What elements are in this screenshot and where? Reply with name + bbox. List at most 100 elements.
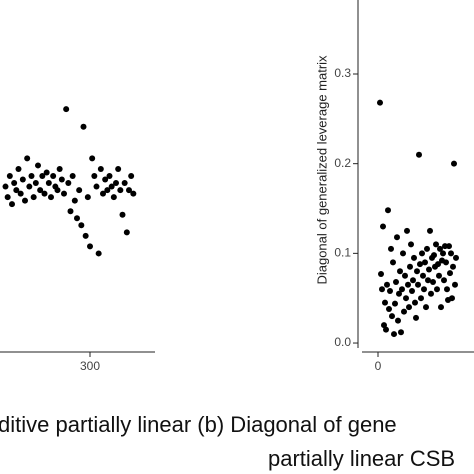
point <box>380 223 386 230</box>
point <box>115 165 122 172</box>
point <box>416 151 422 158</box>
point <box>119 211 126 218</box>
point <box>54 187 61 194</box>
point <box>446 243 452 250</box>
point <box>444 286 450 293</box>
point <box>398 329 404 336</box>
point <box>87 243 93 250</box>
point <box>30 194 37 201</box>
point <box>121 180 128 187</box>
point <box>405 281 411 288</box>
point <box>409 288 415 295</box>
point <box>393 279 399 286</box>
point <box>102 176 109 183</box>
point <box>26 183 33 190</box>
point <box>113 180 119 187</box>
point <box>389 313 395 320</box>
point <box>407 263 413 270</box>
point <box>377 99 383 106</box>
point <box>56 165 63 172</box>
point <box>391 331 397 338</box>
point <box>410 277 416 284</box>
point <box>422 259 428 266</box>
y-tick-label: 0.2 <box>334 156 351 170</box>
point <box>84 194 91 201</box>
point <box>401 308 407 315</box>
point <box>388 245 394 252</box>
point <box>2 183 9 190</box>
point <box>41 190 48 197</box>
point <box>450 263 456 270</box>
point <box>390 259 396 266</box>
point <box>128 173 135 179</box>
point <box>448 250 454 257</box>
x-tick-label: 0 <box>375 359 382 373</box>
point <box>395 317 401 324</box>
point <box>399 286 405 293</box>
y-tick-label: 0.1 <box>334 246 351 260</box>
point <box>424 245 430 252</box>
point <box>418 295 424 302</box>
point <box>91 173 98 179</box>
point <box>438 304 444 311</box>
point <box>385 207 391 214</box>
point <box>434 286 440 293</box>
point <box>414 268 420 275</box>
point <box>440 250 446 257</box>
point <box>421 286 427 293</box>
point <box>437 245 443 252</box>
point <box>415 281 421 288</box>
point <box>441 277 447 284</box>
point <box>426 266 432 273</box>
point <box>76 187 83 194</box>
point <box>67 208 74 215</box>
point <box>6 173 13 179</box>
point <box>402 272 408 279</box>
point <box>110 194 117 201</box>
point <box>48 194 54 201</box>
point <box>93 183 100 190</box>
point <box>123 229 130 236</box>
point <box>449 295 455 302</box>
point <box>106 173 113 179</box>
point <box>378 270 384 277</box>
point <box>89 155 96 162</box>
point <box>71 197 78 204</box>
point <box>63 106 70 113</box>
point <box>9 201 15 208</box>
point <box>61 190 67 197</box>
point <box>411 254 417 261</box>
point <box>37 187 44 194</box>
point <box>381 322 387 329</box>
point <box>45 180 52 187</box>
point <box>126 187 132 194</box>
point <box>22 197 28 204</box>
point <box>74 215 80 222</box>
point <box>387 288 393 295</box>
point <box>392 300 398 307</box>
point <box>420 272 426 279</box>
point <box>423 304 429 311</box>
point <box>379 286 385 293</box>
point <box>396 290 402 297</box>
point <box>17 190 24 197</box>
point <box>452 281 458 288</box>
caption-line: partially linear CSB <box>268 446 455 471</box>
point <box>447 270 453 277</box>
point <box>130 190 137 197</box>
point <box>453 254 459 261</box>
point <box>404 227 410 234</box>
point <box>58 176 65 183</box>
point <box>397 268 403 275</box>
point <box>117 187 124 194</box>
point <box>69 173 76 179</box>
point <box>403 295 409 302</box>
point <box>95 250 102 257</box>
point <box>451 160 457 167</box>
caption-line: ditive partially linear (b) Diagonal of … <box>0 412 397 437</box>
point <box>4 194 11 201</box>
point <box>65 180 72 187</box>
point <box>97 165 104 172</box>
point <box>394 234 400 241</box>
y-axis-title: Diagonal of generalized leverage matrix <box>314 55 329 285</box>
